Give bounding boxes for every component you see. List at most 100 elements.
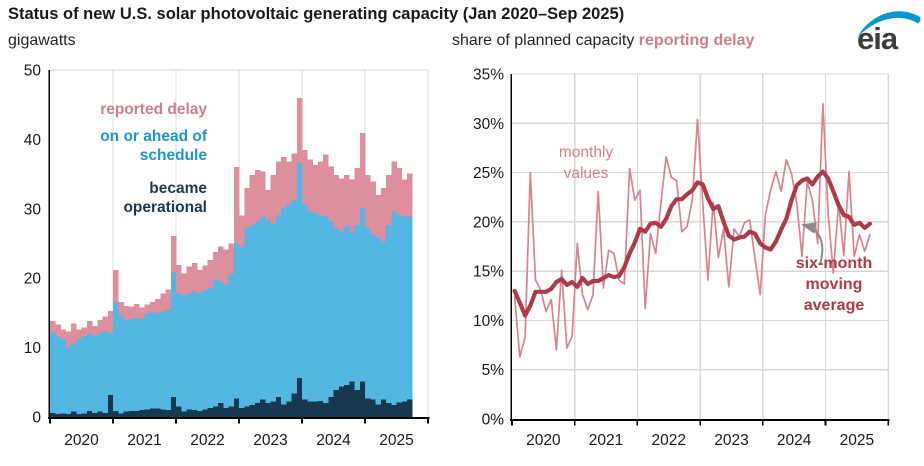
bar-on-or-ahead	[254, 221, 261, 404]
line-chart: 0% 5% 10% 15% 20% 25% 30% 35% 2020 2021 2022 2023 20…	[473, 67, 890, 449]
bar-operational	[349, 381, 355, 417]
bar-on-or-ahead	[307, 211, 313, 402]
y-tick-label: 35%	[473, 67, 504, 84]
bar-operational	[228, 406, 235, 417]
bar-operational	[212, 406, 219, 417]
bar-reported-delay	[212, 251, 219, 280]
bar-operational	[176, 406, 182, 417]
y-tick-label: 5%	[482, 362, 505, 379]
bar-reported-delay	[359, 133, 366, 209]
y-tick-label: 20%	[473, 214, 504, 231]
bar-on-or-ahead	[81, 335, 88, 414]
bar-operational	[144, 409, 151, 417]
bar-reported-delay	[312, 165, 319, 213]
bar-on-or-ahead	[333, 228, 340, 390]
bar-operational	[249, 405, 256, 417]
bar-on-or-ahead	[401, 216, 408, 402]
bar-reported-delay	[254, 169, 261, 222]
annotation-monthly-values: monthly values	[534, 142, 638, 184]
bar-on-or-ahead	[118, 314, 124, 414]
bar-operational	[186, 409, 193, 417]
x-year-label: 2025	[379, 432, 413, 449]
x-year-label: 2024	[777, 432, 812, 449]
bar-operational	[165, 410, 172, 417]
bar-reported-delay	[144, 304, 151, 314]
bar-on-or-ahead	[396, 215, 403, 403]
bar-on-or-ahead	[186, 293, 193, 410]
bar-reported-delay	[296, 97, 303, 163]
bar-reported-delay	[375, 194, 382, 238]
y-tick-label: 30%	[473, 116, 504, 133]
bar-on-or-ahead	[181, 294, 187, 412]
bar-operational	[207, 407, 214, 417]
bar-on-or-ahead	[244, 228, 250, 407]
bar-on-or-ahead	[92, 335, 98, 413]
bar-on-or-ahead	[291, 199, 298, 394]
bar-on-or-ahead	[191, 291, 198, 411]
bar-on-or-ahead	[328, 221, 334, 397]
bar-operational	[123, 411, 130, 417]
bar-reported-delay	[134, 303, 140, 318]
y-tick-label: 10	[24, 340, 42, 357]
y-tick-label: 15%	[473, 264, 504, 281]
bar-on-or-ahead	[76, 338, 82, 415]
bar-on-or-ahead	[338, 231, 345, 387]
bar-reported-delay	[155, 299, 161, 313]
bar-operational	[338, 386, 345, 417]
bar-on-or-ahead	[134, 317, 140, 411]
bar-operational	[260, 399, 266, 417]
x-year-label: 2021	[589, 432, 623, 449]
bar-reported-delay	[223, 249, 229, 285]
bar-on-or-ahead	[239, 246, 245, 408]
bar-operational	[344, 385, 350, 417]
bar-on-or-ahead	[218, 281, 224, 404]
annotation-moving-average-line2: moving	[805, 276, 863, 293]
bar-reported-delay	[170, 235, 177, 273]
bar-reported-delay	[86, 321, 93, 334]
bar-reported-delay	[244, 187, 250, 229]
bar-reported-delay	[365, 174, 371, 229]
bar-on-or-ahead	[365, 228, 371, 399]
bar-on-or-ahead	[165, 310, 172, 411]
bar-reported-delay	[260, 171, 266, 217]
right-subtitle-prefix: share of planned capacity	[452, 32, 639, 49]
bar-reported-delay	[71, 323, 77, 344]
bar-on-or-ahead	[286, 204, 292, 402]
bar-operational	[55, 414, 61, 417]
bar-reported-delay	[60, 329, 67, 340]
bar-operational	[391, 405, 397, 417]
bar-reported-delay	[291, 153, 298, 200]
bar-on-or-ahead	[233, 243, 240, 399]
legend-became-operational: became operational	[0, 179, 207, 217]
bar-on-or-ahead	[139, 319, 145, 411]
bar-reported-delay	[176, 265, 182, 294]
bar-operational	[181, 411, 187, 417]
bar-operational	[102, 412, 109, 417]
bar-on-or-ahead	[197, 292, 203, 411]
bar-operational	[223, 407, 229, 417]
bar-on-or-ahead	[265, 219, 271, 404]
bar-operational	[317, 401, 324, 417]
bar-on-or-ahead	[349, 233, 355, 382]
bar-reported-delay	[149, 301, 156, 313]
bar-operational	[265, 403, 271, 417]
bar-operational	[401, 401, 408, 417]
bar-operational	[134, 410, 140, 417]
bar-operational	[50, 412, 56, 417]
x-year-label: 2022	[652, 432, 686, 449]
bar-on-or-ahead	[391, 211, 397, 406]
bar-operational	[386, 403, 392, 417]
bar-on-or-ahead	[359, 208, 366, 382]
bar-operational	[97, 411, 103, 417]
bar-on-or-ahead	[123, 319, 130, 412]
bar-operational	[202, 409, 208, 417]
bar-operational	[218, 403, 224, 417]
bar-on-or-ahead	[65, 347, 72, 415]
bar-reported-delay	[270, 174, 277, 224]
bar-operational	[107, 394, 114, 417]
bar-operational	[275, 396, 282, 417]
bar-on-or-ahead	[370, 234, 376, 400]
bar-operational	[254, 403, 261, 417]
bar-reported-delay	[218, 246, 224, 282]
